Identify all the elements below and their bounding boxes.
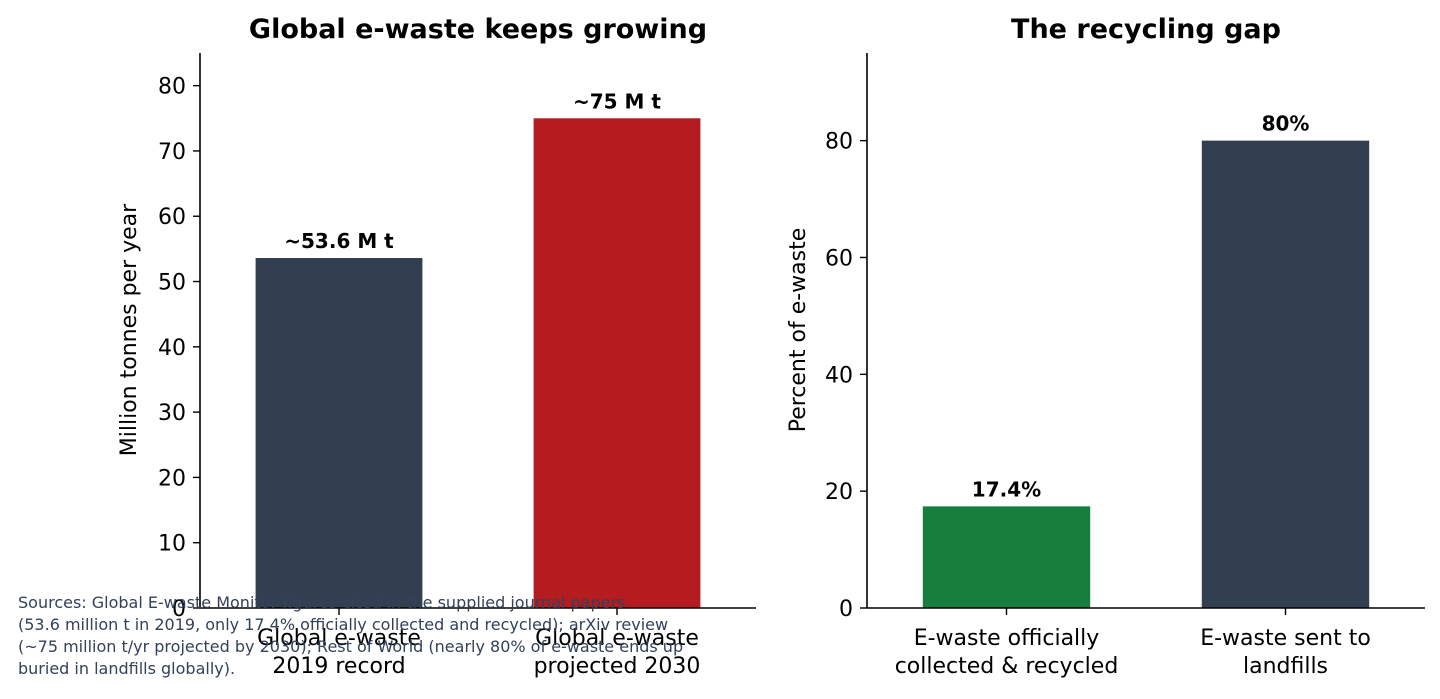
x-category-label: Global e-waste projected 2030 xyxy=(534,626,701,679)
x-category-label-line: landfills xyxy=(1243,654,1328,679)
bar-value-label: 80% xyxy=(1262,112,1310,136)
x-category-label: Global e-waste 2019 record xyxy=(257,626,421,679)
sources-line: Sources: Global E-waste Monitor figures … xyxy=(18,593,625,612)
sources-note: Sources: Global E-waste Monitor figures … xyxy=(18,593,683,678)
y-tick-label: 30 xyxy=(158,401,186,426)
y-tick-label: 0 xyxy=(839,597,853,622)
y-tick-label: 60 xyxy=(158,205,186,230)
bar-0 xyxy=(255,258,423,608)
x-category-label: E-waste officially collected & recycled xyxy=(895,626,1119,679)
x-category-label-line: Global e-waste xyxy=(535,626,699,651)
sources-line: (~75 million t/yr projected by 2030); Re… xyxy=(18,637,683,656)
chart-panel-ewaste-growth: Global e-waste keeps growing Million tonn… xyxy=(117,14,756,679)
y-tick-label: 50 xyxy=(158,271,186,296)
x-category-label: E-waste sent to landfills xyxy=(1200,626,1371,679)
chart-title: The recycling gap xyxy=(1011,14,1281,45)
bar-value-label: ~53.6 M t xyxy=(284,229,394,253)
sources-line: buried in landfills globally). xyxy=(18,659,235,678)
y-tick-label: 40 xyxy=(825,363,853,388)
sources-line: (53.6 million t in 2019, only 17.4% offi… xyxy=(18,615,668,634)
x-category-label-line: E-waste officially xyxy=(914,626,1100,651)
x-category-label-line: projected 2030 xyxy=(534,654,701,679)
bar-value-label: ~75 M t xyxy=(573,89,661,113)
y-tick-label: 80 xyxy=(158,75,186,100)
y-tick-label: 70 xyxy=(158,140,186,165)
x-category-label-line: 2019 record xyxy=(272,654,405,679)
y-tick-label: 40 xyxy=(158,336,186,361)
chart-panel-recycling-gap: The recycling gap Percent of e-waste 17.4%… xyxy=(786,14,1425,679)
y-axis-label: Million tonnes per year xyxy=(117,203,142,456)
bar-0 xyxy=(922,506,1091,608)
y-tick-label: 80 xyxy=(825,130,853,155)
y-axis-label: Percent of e-waste xyxy=(786,228,811,433)
y-tick-label: 10 xyxy=(158,532,186,557)
x-category-label-line: E-waste sent to xyxy=(1200,626,1371,651)
y-tick-label: 0 xyxy=(172,597,186,622)
bar-1 xyxy=(1201,140,1370,608)
y-tick-label: 20 xyxy=(158,466,186,491)
y-tick-label: 60 xyxy=(825,246,853,271)
chart-title: Global e-waste keeps growing xyxy=(249,14,707,45)
x-category-label-line: Global e-waste xyxy=(257,626,421,651)
x-category-label-line: collected & recycled xyxy=(895,654,1119,679)
y-tick-label: 20 xyxy=(825,480,853,505)
bar-value-label: 17.4% xyxy=(972,477,1041,501)
bar-1 xyxy=(533,118,701,608)
